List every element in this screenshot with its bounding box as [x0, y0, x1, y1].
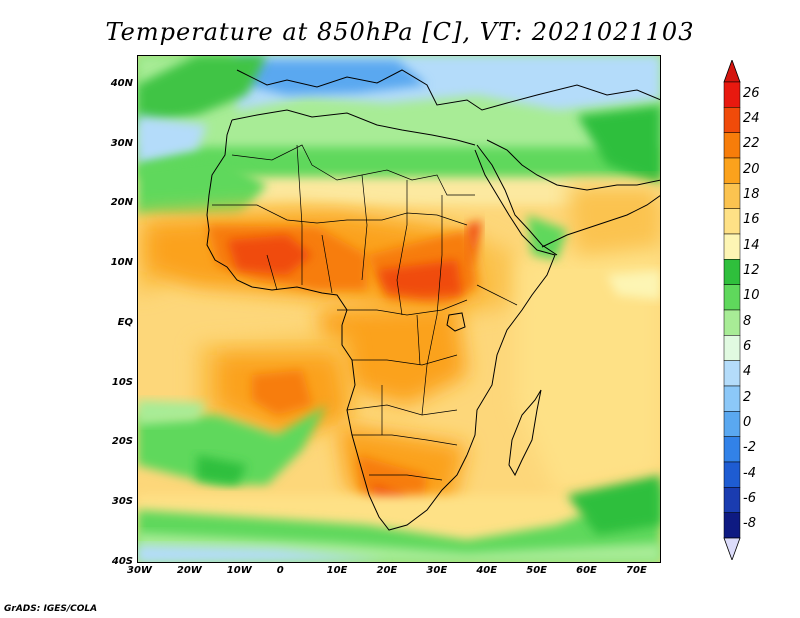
colorbar-segment: [723, 284, 741, 311]
lon-tick-label: 20E: [376, 565, 398, 576]
grads-credit: GrADS: IGES/COLA: [4, 604, 98, 614]
temperature-map: [137, 55, 661, 563]
colorbar-tick-label: 24: [743, 111, 760, 126]
colorbar-tick-label: 6: [743, 339, 752, 354]
colorbar-legend: [723, 58, 741, 562]
lon-tick-label: 10W: [226, 565, 252, 576]
colorbar-tick-label: 20: [743, 161, 760, 177]
colorbar-tick-label: -4: [743, 465, 756, 481]
lat-tick-label: 30S: [111, 496, 133, 508]
lon-tick-label: 10E: [326, 565, 348, 576]
colorbar-segment: [723, 360, 741, 387]
colorbar-segment: [723, 512, 741, 539]
colorbar-tick-label: 0: [743, 415, 752, 430]
lat-tick-label: 20N: [110, 197, 133, 209]
colorbar-tick-label: 14: [743, 237, 760, 253]
lon-tick-label: 30W: [127, 565, 152, 576]
colorbar-segment: [723, 132, 741, 159]
lat-tick-label: 40S: [111, 556, 133, 567]
colorbar-segment: [723, 309, 741, 336]
lon-tick-label: 70E: [626, 565, 647, 576]
lat-tick-label: 40N: [110, 77, 133, 89]
colorbar-tick-label: 8: [743, 313, 752, 329]
colorbar-segment: [723, 436, 741, 463]
colorbar-tick-label: -8: [743, 516, 756, 532]
colorbar-segment: [723, 335, 741, 361]
coastlines: [206, 69, 661, 531]
colorbar-segment: [723, 487, 741, 513]
colorbar-tick-label: 22: [743, 136, 760, 152]
lon-tick-label: 60E: [576, 565, 597, 576]
lon-tick-label: 20W: [176, 565, 202, 576]
chart-title: Temperature at 850hPa [C], VT: 202102110…: [105, 18, 695, 46]
colorbar-segment: [723, 385, 741, 412]
lon-tick-label: 40E: [476, 565, 498, 576]
colorbar-tick-label: 18: [743, 187, 760, 202]
country-borders: [212, 144, 518, 481]
colorbar-tick-label: 16: [743, 212, 760, 228]
colorbar-segment: [723, 259, 741, 285]
colorbar-segment: [723, 107, 741, 133]
lon-tick-label: 30E: [426, 565, 448, 576]
colorbar-segment: [723, 183, 741, 209]
colorbar-tick-label: 10: [743, 288, 760, 304]
lat-tick-label: 20S: [111, 436, 133, 448]
colorbar-segment: [723, 461, 741, 488]
colorbar-segment: [723, 157, 741, 184]
colorbar-tick-label: -6: [743, 491, 756, 506]
colorbar-tick-label: 4: [743, 364, 752, 380]
colorbar-segment: [723, 411, 741, 437]
lon-tick-label: 0: [276, 565, 284, 576]
lat-tick-label: 10N: [110, 257, 133, 269]
lat-tick-label: 10S: [111, 376, 133, 388]
colorbar-segment: [723, 81, 741, 108]
colorbar-tick-label: 12: [743, 263, 760, 278]
lat-tick-label: EQ: [117, 316, 133, 328]
colorbar-segment: [723, 208, 741, 235]
colorbar-upper-arrow: [723, 58, 741, 83]
colorbar-lower-arrow: [723, 537, 741, 562]
colorbar-tick-label: 2: [743, 389, 752, 405]
lat-tick-label: 30N: [110, 137, 133, 149]
colorbar-tick-label: -2: [743, 440, 756, 456]
colorbar-segment: [723, 233, 741, 260]
temperature-field: [137, 55, 661, 563]
lon-tick-label: 50E: [526, 565, 547, 576]
colorbar-tick-label: 26: [743, 85, 760, 101]
